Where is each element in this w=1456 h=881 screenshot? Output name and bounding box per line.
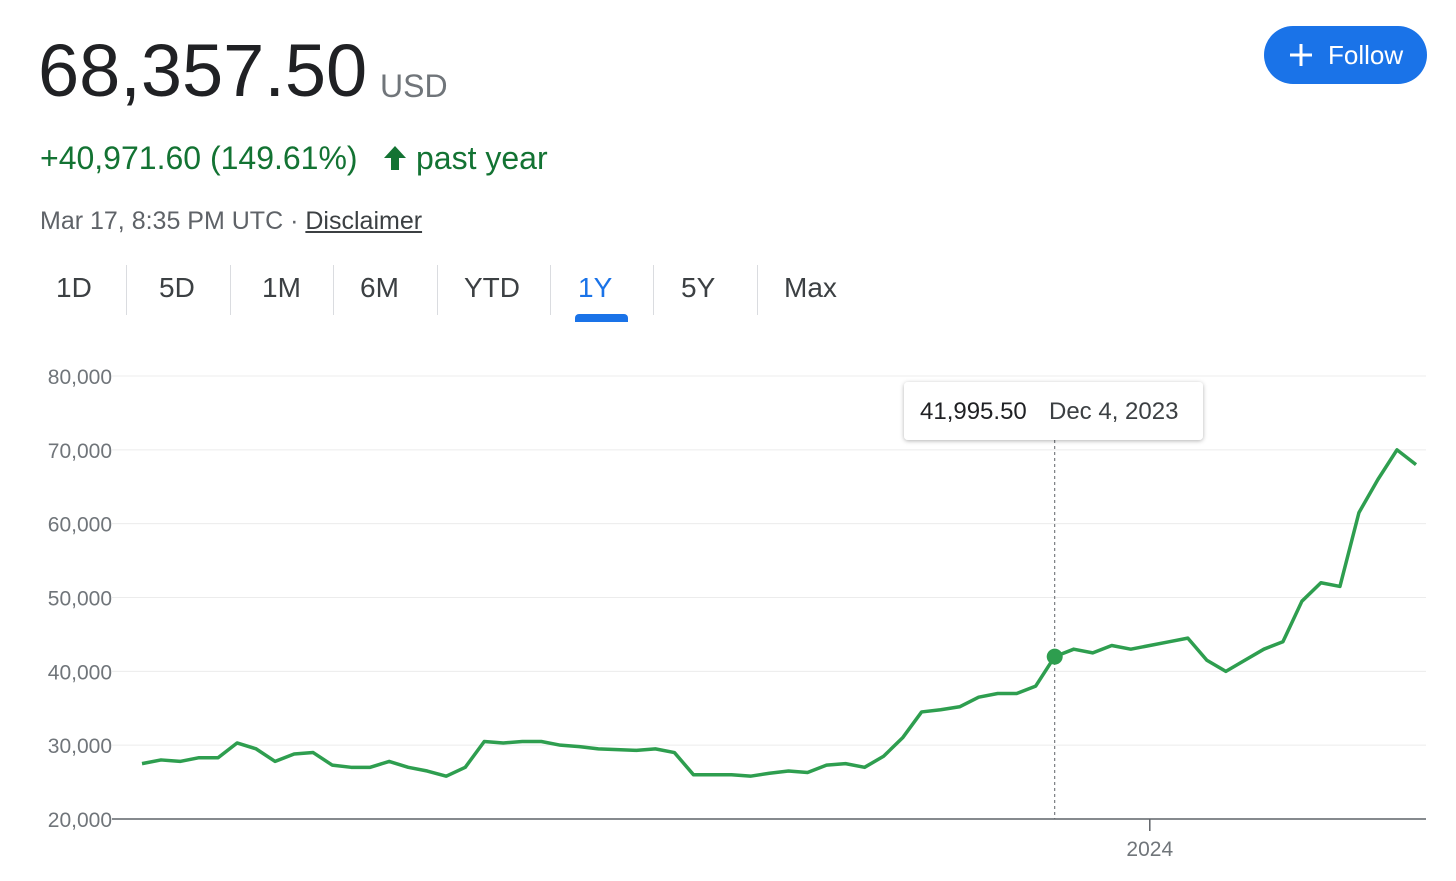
disclaimer-link[interactable]: Disclaimer <box>305 207 423 235</box>
y-tick-label: 40,000 <box>48 661 112 684</box>
currency: USD <box>380 68 448 104</box>
tooltip <box>904 382 1203 440</box>
up-arrow <box>384 146 406 170</box>
tooltip-value: 41,995.50 <box>920 398 1027 425</box>
separator: · <box>290 207 299 235</box>
tab[interactable]: 5Y <box>681 272 716 303</box>
tab-separator <box>230 265 231 315</box>
period: past year <box>416 140 548 176</box>
tooltip-date: Dec 4, 2023 <box>1049 398 1178 425</box>
tab[interactable]: 5D <box>159 272 195 303</box>
y-tick-label: 60,000 <box>48 514 112 537</box>
plus-icon <box>1290 44 1312 66</box>
y-tick-label: 80,000 <box>48 366 112 389</box>
tab-separator <box>126 265 127 315</box>
tab[interactable]: 6M <box>360 272 399 303</box>
tab[interactable]: 1M <box>262 272 301 303</box>
tab[interactable]: YTD <box>464 272 520 303</box>
x-tick-label: 2024 <box>1126 838 1173 861</box>
tab-separator <box>333 265 334 315</box>
price: 68,357.50 <box>38 29 368 112</box>
tab[interactable]: 1D <box>56 272 92 303</box>
follow-button[interactable]: Follow <box>1264 26 1427 84</box>
tab-separator <box>757 265 758 315</box>
change: +40,971.60 (149.61%) <box>40 140 358 176</box>
timestamp: Mar 17, 8:35 PM UTC · Disclaimer <box>40 207 422 236</box>
tab-separator <box>653 265 654 315</box>
y-tick-label: 20,000 <box>48 809 112 832</box>
tab-separator <box>437 265 438 315</box>
y-tick-label: 50,000 <box>48 588 112 611</box>
follow-label: Follow <box>1328 40 1404 70</box>
tab-indicator <box>575 314 628 322</box>
hover-point <box>1046 648 1063 665</box>
time: Mar 17, 8:35 PM UTC <box>40 207 284 235</box>
tab[interactable]: Max <box>784 272 837 303</box>
price-line <box>141 448 1418 778</box>
tab-selected[interactable]: 1Y <box>578 272 613 303</box>
y-tick-label: 70,000 <box>48 440 112 463</box>
tab-separator <box>550 265 551 315</box>
y-tick-label: 30,000 <box>48 735 112 758</box>
